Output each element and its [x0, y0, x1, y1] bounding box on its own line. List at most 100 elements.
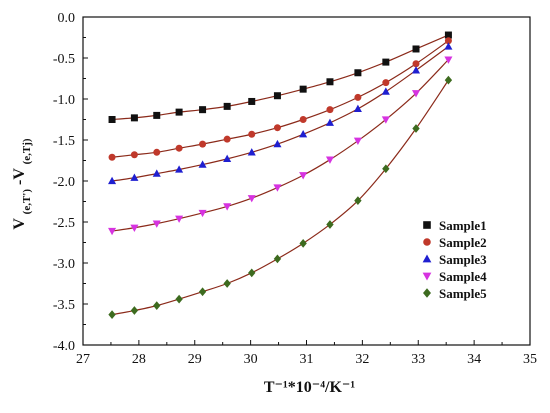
fit-line-sample5 [111, 79, 449, 316]
data-point-sample2 [299, 116, 307, 123]
data-point-sample5 [412, 124, 420, 133]
data-point-sample2 [108, 153, 116, 161]
data-point-sample4 [273, 184, 282, 192]
data-point-sample5 [248, 268, 256, 278]
data-point-sample3 [444, 42, 453, 50]
data-point-sample5 [354, 196, 362, 206]
y-tick-label: -3.5 [53, 298, 75, 313]
data-point-sample1 [248, 97, 256, 105]
data-point-sample2 [354, 93, 362, 101]
data-point-sample5 [382, 164, 390, 174]
data-point-sample4 [325, 156, 334, 164]
legend-marker-sample5 [423, 288, 431, 298]
data-point-sample4 [411, 90, 421, 98]
data-point-sample5 [273, 254, 282, 264]
data-point-sample3 [108, 176, 117, 185]
data-point-sample4 [130, 224, 139, 232]
data-point-sample3 [273, 139, 282, 148]
data-point-sample3 [247, 148, 256, 156]
data-point-sample1 [354, 69, 362, 77]
data-point-sample1 [108, 116, 116, 123]
data-point-sample2 [130, 151, 138, 159]
data-point-sample4 [353, 137, 362, 146]
y-tick-label: -1.0 [53, 93, 75, 108]
data-point-sample4 [152, 220, 161, 228]
data-point-sample1 [299, 85, 307, 93]
y-axis-label-base: V [11, 218, 28, 230]
data-point-sample2 [326, 106, 334, 114]
data-point-sample5 [130, 306, 139, 315]
tick-layer: 27 28 29 30 31 32 33 34 35 0.0 -0.5 -1.0 -1.5 -2.0 -2.… [53, 11, 537, 367]
y-tick-label: -4.0 [53, 339, 75, 354]
data-point-sample1 [130, 114, 138, 122]
data-point-sample3 [325, 118, 334, 126]
legend: Sample1 Sample2 Sample3 Sample4 Sample5 [422, 218, 487, 301]
x-tick-label: 32 [355, 352, 369, 367]
data-point-sample5 [299, 238, 307, 248]
data-point-sample2 [153, 148, 161, 156]
data-point-sample2 [199, 140, 207, 148]
data-point-sample5 [326, 220, 334, 229]
data-point-sample1 [273, 92, 281, 100]
fit-line-sample1 [112, 34, 449, 121]
data-point-sample5 [175, 294, 183, 304]
legend-marker-sample2 [423, 238, 431, 246]
data-point-sample4 [247, 195, 256, 203]
y-axis-label-sub2: (e,Tj) [21, 138, 33, 164]
fit-line-layer [111, 34, 449, 316]
data-point-sample5 [444, 75, 453, 85]
y-tick-label: -1.5 [53, 134, 75, 149]
x-tick-label: 35 [523, 352, 537, 367]
data-point-sample1 [223, 102, 231, 110]
data-point-sample5 [153, 301, 161, 311]
x-axis-label: T⁻¹*10⁻⁴/K⁻¹ [264, 379, 355, 396]
data-point-sample1 [444, 31, 452, 39]
data-point-sample2 [412, 60, 420, 68]
data-point-sample3 [198, 160, 207, 168]
data-point-sample3 [381, 87, 390, 95]
legend-entry-sample4: Sample4 [439, 269, 487, 284]
x-tick-label: 31 [300, 352, 314, 367]
data-point-sample1 [199, 106, 207, 114]
data-point-sample3 [223, 154, 232, 163]
data-point-sample3 [130, 173, 139, 181]
data-point-sample2 [273, 124, 281, 132]
x-tick-label: 30 [244, 352, 258, 367]
data-point-sample2 [444, 37, 452, 45]
data-point-sample3 [175, 165, 184, 173]
y-tick-label: 0.0 [58, 11, 76, 26]
data-point-sample5 [223, 279, 231, 288]
fit-line-sample3 [111, 46, 449, 182]
data-point-sample4 [444, 56, 453, 64]
y-tick-label: -0.5 [53, 52, 75, 67]
y-tick-label: -2.5 [53, 216, 75, 231]
x-tick-label: 28 [132, 352, 146, 367]
data-point-sample1 [153, 111, 161, 119]
legend-entry-sample5: Sample5 [439, 286, 487, 301]
data-point-sample1 [175, 108, 183, 116]
legend-marker-sample1 [423, 221, 431, 229]
x-tick-label: 33 [411, 352, 425, 367]
data-point-sample2 [248, 130, 256, 138]
data-point-sample4 [381, 116, 390, 124]
data-point-sample4 [175, 215, 184, 223]
legend-marker-sample4 [422, 272, 432, 281]
data-point-sample4 [198, 209, 207, 218]
data-point-sample3 [299, 130, 308, 138]
legend-entry-sample1: Sample1 [439, 218, 487, 233]
data-point-sample3 [152, 169, 161, 177]
y-tick-label: -3.0 [53, 257, 75, 272]
data-point-sample2 [223, 135, 231, 143]
data-point-sample4 [108, 227, 117, 236]
data-point-sample2 [175, 144, 183, 152]
data-point-sample1 [326, 78, 334, 86]
y-axis-label-mid: -V [11, 168, 28, 185]
data-point-sample4 [299, 172, 308, 180]
data-point-sample5 [108, 310, 116, 320]
y-axis-label: V (e,T') -V (e,Tj) [11, 138, 33, 230]
data-point-sample3 [353, 104, 362, 112]
marker-layer [108, 31, 453, 320]
legend-entry-sample2: Sample2 [439, 235, 487, 250]
